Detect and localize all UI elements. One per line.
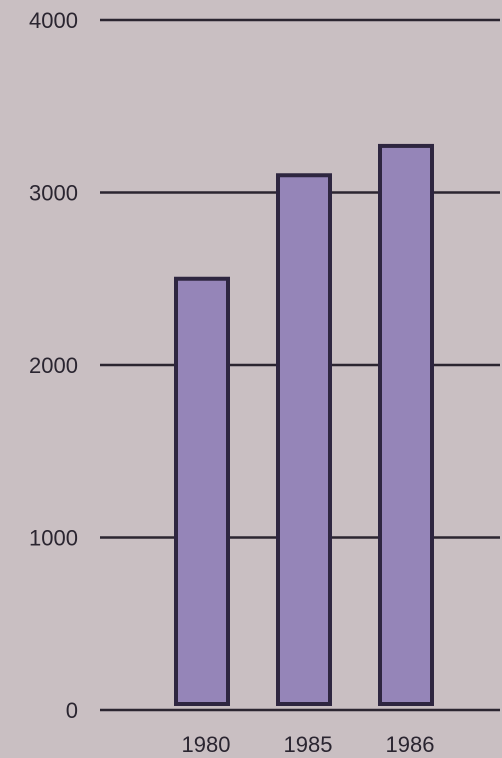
x-tick-label-1980: 1980 [182,732,231,757]
bar-1980 [174,276,230,706]
bars [174,143,434,707]
y-tick-label-4000: 4000 [29,8,78,33]
x-tick-labels: 1980 1985 1986 [182,732,435,757]
bar-1985 [276,173,332,706]
y-tick-label-0: 0 [66,698,78,723]
y-tick-label-3000: 3000 [29,181,78,206]
y-tick-labels: 0 1000 2000 3000 4000 [29,8,78,723]
y-tick-label-1000: 1000 [29,526,78,551]
x-tick-label-1985: 1985 [284,732,333,757]
x-tick-label-1986: 1986 [386,732,435,757]
y-tick-label-2000: 2000 [29,353,78,378]
bar-1986 [378,143,434,707]
